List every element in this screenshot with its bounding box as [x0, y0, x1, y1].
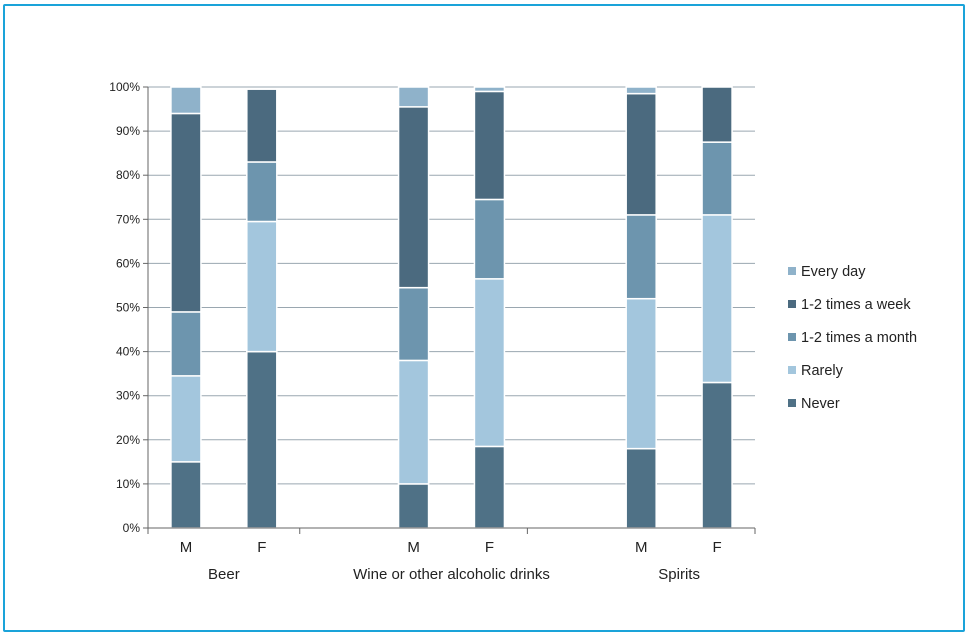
- bar-segment: [473, 86, 506, 93]
- y-tick-label: 50%: [116, 301, 140, 315]
- legend-swatch: [788, 366, 796, 374]
- bar-segment: [701, 86, 733, 143]
- y-tick-label: 90%: [116, 124, 140, 138]
- bar-segment: [170, 461, 202, 529]
- bar-segment: [625, 86, 657, 95]
- y-tick-label: 70%: [116, 212, 140, 226]
- bar-segment: [170, 86, 202, 115]
- bar-segment: [473, 198, 506, 280]
- x-group-label: Beer: [208, 566, 240, 583]
- bar-segment: [701, 141, 733, 216]
- legend-swatch: [788, 267, 796, 275]
- legend-swatch: [788, 333, 796, 341]
- legend-label: Every day: [801, 264, 866, 280]
- bar-segment: [701, 381, 733, 529]
- bar-segment: [397, 106, 430, 289]
- y-tick-label: 20%: [116, 433, 140, 447]
- bar-segment: [170, 311, 202, 377]
- x-category-label: F: [257, 539, 266, 556]
- x-category-label: M: [635, 539, 648, 556]
- bar-segment: [246, 220, 278, 353]
- legend-label: Rarely: [801, 363, 844, 379]
- y-tick-label: 60%: [116, 256, 140, 270]
- y-tick-label: 30%: [116, 389, 140, 403]
- bar-segment: [701, 214, 733, 384]
- x-group-label: Wine or other alcoholic drinks: [353, 566, 550, 583]
- legend-label: 1-2 times a week: [801, 297, 911, 313]
- bar-segment: [625, 92, 657, 216]
- legend-label: 1-2 times a month: [801, 330, 917, 346]
- y-axis: 0% 10% 20% 30% 40% 50% 60% 70% 80% 90% 100%: [109, 80, 149, 535]
- bars: [170, 86, 733, 529]
- bar-segment: [473, 90, 506, 201]
- y-tick-label: 100%: [109, 80, 140, 94]
- chart-frame: [3, 4, 965, 632]
- y-tick-label: 40%: [116, 345, 140, 359]
- bar-segment: [397, 359, 430, 485]
- bar-segment: [473, 445, 506, 529]
- legend-swatch: [788, 300, 796, 308]
- legend-swatch: [788, 399, 796, 407]
- bar-segment: [397, 286, 430, 362]
- gridlines: [148, 86, 755, 529]
- bar-segment: [246, 161, 278, 223]
- bar-segment: [625, 447, 657, 529]
- bar-segment: [170, 112, 202, 313]
- bar-segment: [397, 483, 430, 529]
- x-group-label: Spirits: [658, 566, 700, 583]
- bar-segment: [246, 350, 278, 529]
- y-tick-label: 80%: [116, 168, 140, 182]
- bar-segment: [625, 297, 657, 450]
- y-tick-label: 10%: [116, 477, 140, 491]
- bar-segment: [473, 278, 506, 448]
- bar-segment: [625, 214, 657, 300]
- x-category-label: M: [180, 539, 193, 556]
- x-axis: M F M F M F Beer Wine or other alcoholic drinks…: [147, 527, 756, 583]
- y-tick-label: 0%: [123, 521, 141, 535]
- x-category-label: F: [485, 539, 494, 556]
- legend: Every day 1-2 times a week 1-2 times a mon…: [788, 264, 917, 412]
- x-category-label: M: [407, 539, 420, 556]
- bar-segment: [397, 86, 430, 108]
- bar-segment: [170, 375, 202, 463]
- legend-label: Never: [801, 396, 840, 412]
- x-category-label: F: [712, 539, 721, 556]
- bar-segment: [246, 88, 278, 163]
